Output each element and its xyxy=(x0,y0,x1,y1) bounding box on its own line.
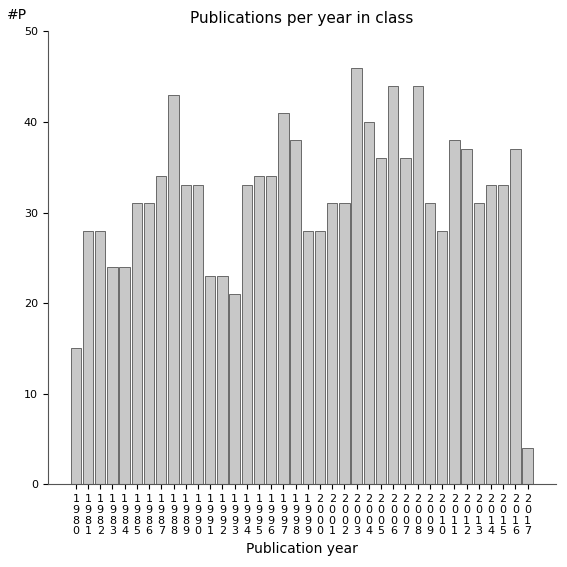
Bar xyxy=(156,176,167,484)
Bar xyxy=(425,204,435,484)
Bar xyxy=(363,122,374,484)
Bar xyxy=(193,185,203,484)
Bar xyxy=(376,158,386,484)
Bar xyxy=(71,348,81,484)
Bar xyxy=(120,267,130,484)
Bar xyxy=(95,231,105,484)
Bar xyxy=(449,140,459,484)
Bar xyxy=(266,176,276,484)
Bar xyxy=(462,149,472,484)
Bar xyxy=(205,276,215,484)
Bar xyxy=(388,86,399,484)
Bar xyxy=(327,204,337,484)
Bar xyxy=(315,231,325,484)
Bar xyxy=(83,231,93,484)
Title: Publications per year in class: Publications per year in class xyxy=(190,11,413,26)
Bar xyxy=(339,204,350,484)
Bar xyxy=(352,67,362,484)
Bar xyxy=(144,204,154,484)
Bar xyxy=(278,113,289,484)
Bar xyxy=(168,95,179,484)
Bar xyxy=(400,158,411,484)
Bar xyxy=(180,185,191,484)
Bar xyxy=(132,204,142,484)
Bar xyxy=(498,185,509,484)
Bar xyxy=(473,204,484,484)
Bar xyxy=(230,294,240,484)
Bar xyxy=(522,448,533,484)
Bar xyxy=(254,176,264,484)
Bar xyxy=(290,140,301,484)
Bar xyxy=(303,231,313,484)
Bar xyxy=(242,185,252,484)
Bar xyxy=(437,231,447,484)
Y-axis label: #P: #P xyxy=(7,9,27,22)
Bar xyxy=(217,276,227,484)
Bar xyxy=(107,267,118,484)
X-axis label: Publication year: Publication year xyxy=(246,542,358,556)
Bar xyxy=(413,86,423,484)
Bar xyxy=(486,185,496,484)
Bar xyxy=(510,149,521,484)
